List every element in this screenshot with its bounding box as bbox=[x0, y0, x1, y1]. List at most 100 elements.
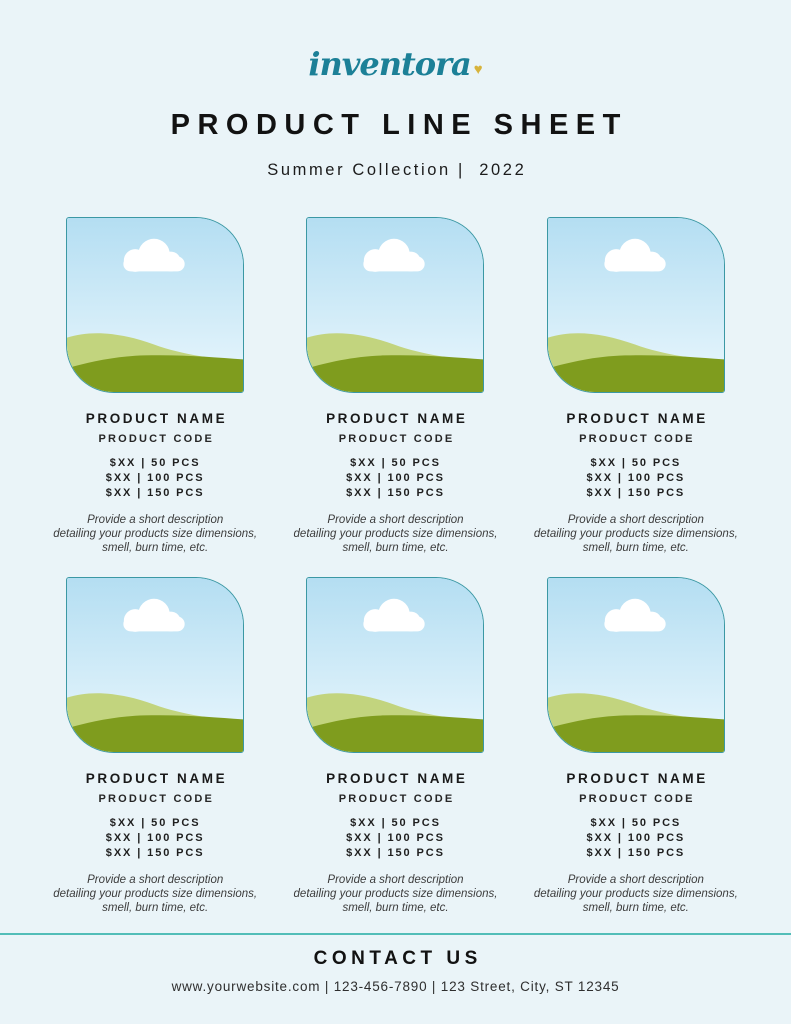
price-tier: $XX | 150 PCS bbox=[105, 487, 205, 499]
product-name: PRODUCT NAME bbox=[85, 771, 228, 786]
description-line: smell, burn time, etc. bbox=[102, 902, 209, 914]
contact-heading: CONTACT US bbox=[313, 948, 482, 969]
description-line: detailing your products size dimensions, bbox=[533, 888, 738, 900]
price-tier: $XX | 150 PCS bbox=[346, 847, 445, 859]
description-line: detailing your products size dimensions, bbox=[53, 528, 258, 540]
cloud-icon bbox=[363, 238, 426, 272]
product-image-placeholder bbox=[66, 577, 245, 753]
cloud-icon bbox=[123, 238, 185, 272]
product-name: PRODUCT NAME bbox=[85, 411, 228, 426]
product-image-placeholder bbox=[306, 217, 485, 393]
product-code: PRODUCT CODE bbox=[98, 433, 215, 445]
price-tier: $XX | 50 PCS bbox=[350, 817, 441, 829]
product-description: Provide a short description detailing yo… bbox=[534, 873, 738, 915]
description-line: detailing your products size dimensions, bbox=[293, 528, 498, 540]
product-code: PRODUCT CODE bbox=[579, 793, 695, 805]
cloud-icon bbox=[604, 598, 666, 632]
product-grid: PRODUCT NAME PRODUCT CODE $XX | 50 PCS $… bbox=[35, 217, 756, 915]
page-subtitle: Summer Collection | 2022 bbox=[267, 161, 527, 179]
price-list: $XX | 50 PCS $XX | 100 PCS $XX | 150 PCS bbox=[586, 816, 685, 861]
product-card: PRODUCT NAME PRODUCT CODE $XX | 50 PCS $… bbox=[35, 217, 275, 555]
hill-front bbox=[547, 355, 724, 392]
description-line: Provide a short description bbox=[327, 874, 464, 886]
product-code: PRODUCT CODE bbox=[338, 793, 455, 805]
description-line: smell, burn time, etc. bbox=[582, 902, 689, 914]
hill-front bbox=[307, 715, 484, 752]
price-list: $XX | 50 PCS $XX | 100 PCS $XX | 150 PCS bbox=[106, 816, 205, 861]
product-code: PRODUCT CODE bbox=[338, 433, 455, 445]
landscape-graphic bbox=[67, 218, 244, 392]
landscape-graphic bbox=[547, 218, 724, 392]
description-line: Provide a short description bbox=[327, 514, 464, 526]
product-image-placeholder bbox=[66, 217, 245, 393]
price-tier: $XX | 100 PCS bbox=[586, 472, 686, 484]
product-code: PRODUCT CODE bbox=[98, 793, 215, 805]
description-line: smell, burn time, etc. bbox=[582, 542, 689, 554]
product-card: PRODUCT NAME PRODUCT CODE $XX | 50 PCS $… bbox=[516, 577, 756, 915]
description-line: smell, burn time, etc. bbox=[342, 902, 449, 914]
product-image-placeholder bbox=[546, 217, 725, 393]
hill-front bbox=[67, 355, 244, 392]
price-tier: $XX | 50 PCS bbox=[590, 817, 682, 829]
logo-wordmark: inventora bbox=[308, 45, 471, 83]
product-name: PRODUCT NAME bbox=[566, 411, 708, 426]
landscape-graphic bbox=[547, 578, 724, 752]
price-list: $XX | 50 PCS $XX | 100 PCS $XX | 150 PCS bbox=[106, 456, 205, 501]
price-tier: $XX | 100 PCS bbox=[105, 832, 205, 844]
price-tier: $XX | 100 PCS bbox=[105, 472, 205, 484]
price-tier: $XX | 50 PCS bbox=[590, 457, 682, 469]
description-line: Provide a short description bbox=[567, 514, 704, 526]
price-tier: $XX | 150 PCS bbox=[586, 487, 686, 499]
product-name: PRODUCT NAME bbox=[566, 771, 708, 786]
description-line: Provide a short description bbox=[87, 514, 224, 526]
price-tier: $XX | 100 PCS bbox=[346, 472, 445, 484]
product-image-placeholder bbox=[306, 577, 485, 753]
price-list: $XX | 50 PCS $XX | 100 PCS $XX | 150 PCS bbox=[346, 456, 445, 501]
description-line: detailing your products size dimensions, bbox=[53, 888, 258, 900]
landscape-graphic bbox=[307, 578, 484, 752]
cloud-icon bbox=[123, 598, 185, 632]
product-card: PRODUCT NAME PRODUCT CODE $XX | 50 PCS $… bbox=[275, 577, 515, 915]
product-name: PRODUCT NAME bbox=[326, 771, 468, 786]
price-tier: $XX | 150 PCS bbox=[346, 487, 445, 499]
product-description: Provide a short description detailing yo… bbox=[53, 873, 257, 915]
description-line: detailing your products size dimensions, bbox=[533, 528, 738, 540]
page-title: PRODUCT LINE SHEET bbox=[170, 109, 628, 141]
product-card: PRODUCT NAME PRODUCT CODE $XX | 50 PCS $… bbox=[516, 217, 756, 555]
logo: inventora ♥ bbox=[0, 48, 791, 80]
price-list: $XX | 50 PCS $XX | 100 PCS $XX | 150 PCS bbox=[346, 816, 445, 861]
price-tier: $XX | 100 PCS bbox=[586, 832, 686, 844]
contact-info: www.yourwebsite.com | 123-456-7890 | 123… bbox=[171, 979, 620, 994]
product-name: PRODUCT NAME bbox=[326, 411, 468, 426]
price-tier: $XX | 50 PCS bbox=[109, 457, 201, 469]
product-description: Provide a short description detailing yo… bbox=[534, 513, 738, 555]
heart-icon: ♥ bbox=[473, 61, 483, 78]
description-line: detailing your products size dimensions, bbox=[293, 888, 498, 900]
product-description: Provide a short description detailing yo… bbox=[294, 513, 498, 555]
description-line: Provide a short description bbox=[87, 874, 224, 886]
hill-front bbox=[307, 355, 484, 392]
product-code: PRODUCT CODE bbox=[579, 433, 695, 445]
footer: CONTACT US www.yourwebsite.com | 123-456… bbox=[0, 933, 791, 994]
product-image-placeholder bbox=[546, 577, 725, 753]
price-tier: $XX | 50 PCS bbox=[109, 817, 201, 829]
description-line: smell, burn time, etc. bbox=[342, 542, 449, 554]
description-line: Provide a short description bbox=[567, 874, 704, 886]
cloud-icon bbox=[363, 598, 426, 632]
landscape-graphic bbox=[67, 578, 244, 752]
cloud-icon bbox=[604, 238, 666, 272]
description-line: smell, burn time, etc. bbox=[102, 542, 209, 554]
landscape-graphic bbox=[307, 218, 484, 392]
price-tier: $XX | 150 PCS bbox=[105, 847, 205, 859]
price-tier: $XX | 150 PCS bbox=[586, 847, 686, 859]
hill-front bbox=[547, 715, 724, 752]
product-card: PRODUCT NAME PRODUCT CODE $XX | 50 PCS $… bbox=[35, 577, 275, 915]
price-tier: $XX | 50 PCS bbox=[350, 457, 441, 469]
hill-front bbox=[67, 715, 244, 752]
product-description: Provide a short description detailing yo… bbox=[294, 873, 498, 915]
price-tier: $XX | 100 PCS bbox=[346, 832, 445, 844]
product-description: Provide a short description detailing yo… bbox=[53, 513, 257, 555]
product-card: PRODUCT NAME PRODUCT CODE $XX | 50 PCS $… bbox=[275, 217, 515, 555]
price-list: $XX | 50 PCS $XX | 100 PCS $XX | 150 PCS bbox=[586, 456, 685, 501]
